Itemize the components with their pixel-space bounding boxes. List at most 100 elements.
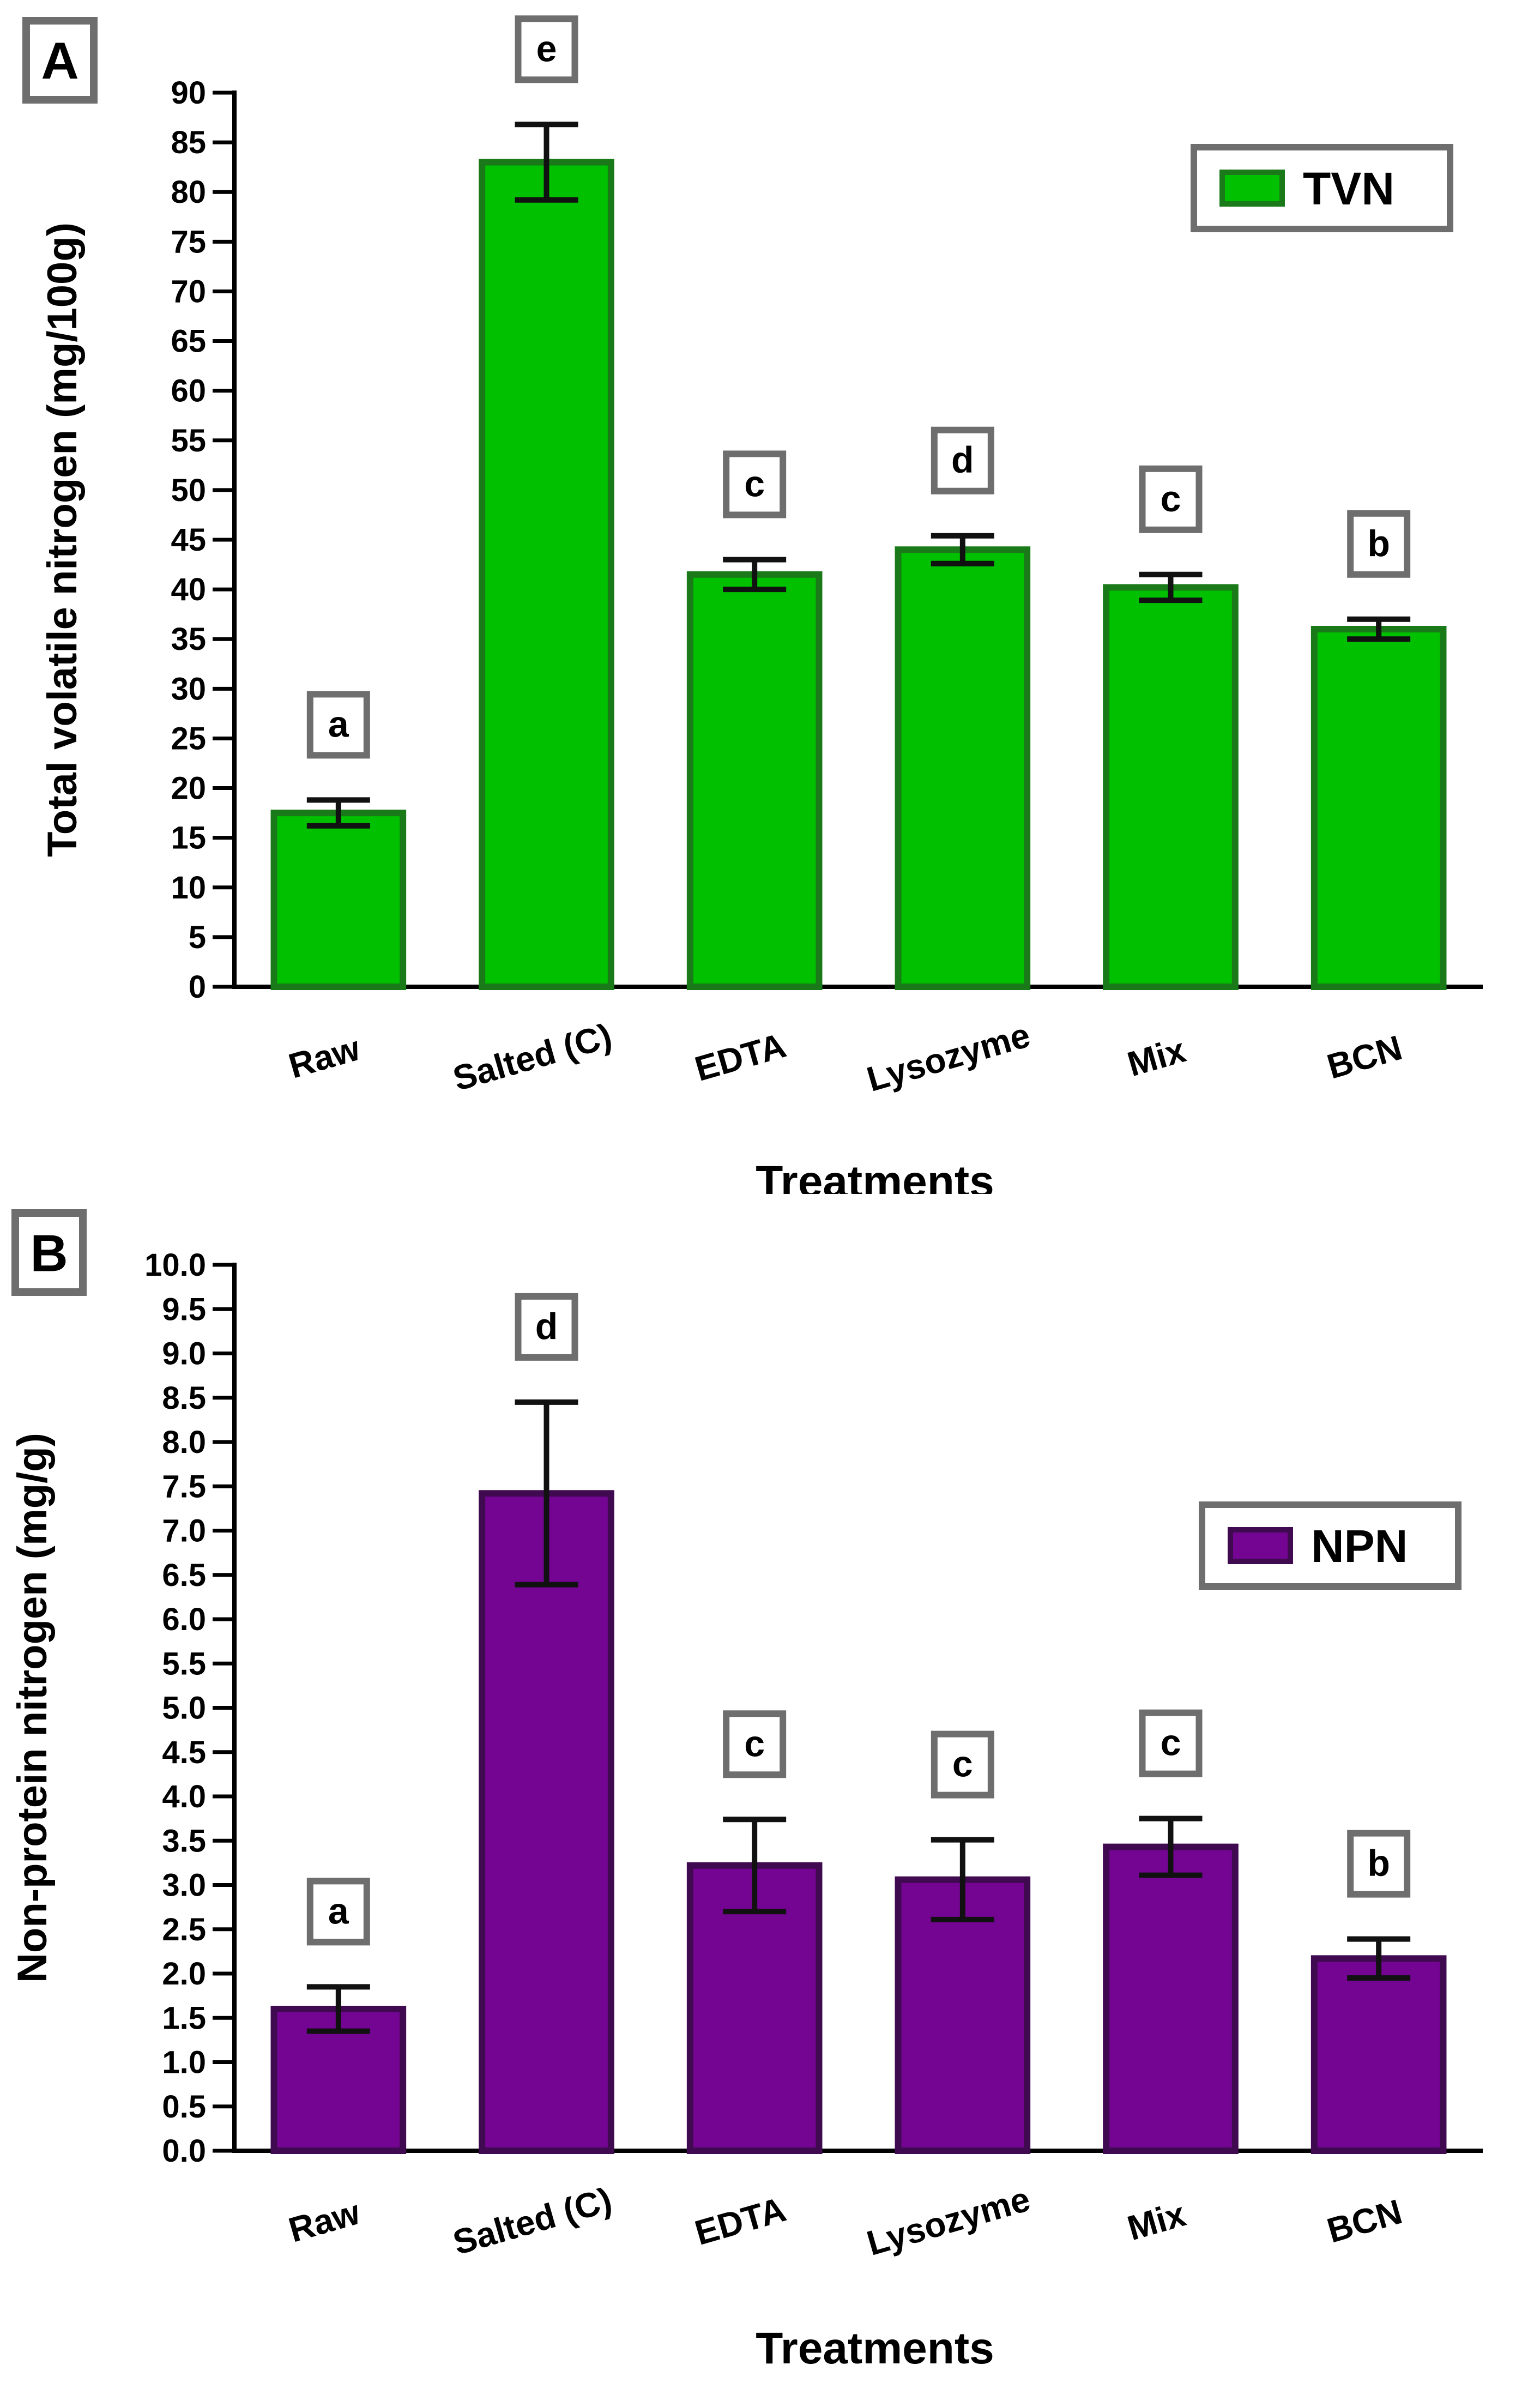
bar [686,571,823,991]
bar [479,1490,614,2154]
y-tick-label: 80 [171,174,206,210]
category-label: BCN [1323,2192,1406,2250]
y-tick-label: 60 [171,373,206,409]
x-axis-title: Treatments [756,2324,994,2373]
y-tick-label: 75 [171,224,206,260]
y-tick-label: 50 [171,473,206,508]
chart-tvn: A 0 5 10 15 20 25 30 35 40 45 50 55 60 65 70 75 80 85 90 Tot… [22,15,1483,1194]
y-tick-label: 65 [171,324,206,359]
y-tick-label: 4.0 [162,1779,206,1814]
y-tick-label: 7.0 [162,1513,206,1549]
significance-letter: a [328,1890,349,1932]
category-label: BCN [1323,1028,1406,1086]
bar [1103,1843,1239,2154]
y-tick-label: 0.0 [162,2133,206,2169]
y-tick-label: 0 [189,969,206,1005]
bar [270,810,407,990]
y-tick-label: 6.5 [162,1558,206,1593]
y-tick-label: 55 [171,423,206,459]
y-tick-label: 45 [171,522,206,558]
y-tick-label: 90 [171,75,206,111]
y-tick-label: 25 [171,721,206,756]
panel-letter: B [30,1224,68,1283]
y-tick-label: 10 [171,870,206,906]
panel-letter-box [22,17,98,104]
category-label: Lysozyme [862,2179,1034,2263]
category-label: Salted (C) [449,1016,616,1099]
y-tick-label: 40 [171,572,206,607]
significance-letter: d [951,439,974,481]
y-tick-label: 2.5 [162,1912,206,1947]
x-axis-title: Treatments [756,1157,994,1194]
significance-letter: c [1161,478,1181,520]
y-tick-label: 3.0 [162,1868,206,1903]
significance-box [1347,1830,1411,1898]
y-axis-title: Non-protein nitrogen (mg/g) [9,1433,56,1983]
significance-box [1347,510,1411,578]
y-tick-label: 5.0 [162,1691,206,1726]
bar [1310,1955,1447,2154]
legend-label: NPN [1311,1521,1408,1572]
y-tick-label: 70 [171,274,206,309]
y-tick-label: 6.0 [162,1602,206,1637]
chart-npn: B 0.0 0.5 1.0 1.5 2.0 2.5 3.0 3.5 4.0 4.5 5.0 5.5 6.0… [9,1209,1483,2373]
significance-box [931,1730,994,1799]
bar [1103,584,1239,990]
y-tick-label: 8.5 [162,1380,206,1416]
category-label: Raw [285,1028,365,1086]
panel-letter: A [41,32,78,91]
category-label: Lysozyme [862,1015,1034,1099]
category-label: Mix [1123,1030,1190,1084]
legend-swatch [1228,1527,1293,1564]
significance-box [306,1878,370,1946]
significance-box [1139,465,1203,533]
significance-box [306,691,370,759]
y-tick-label: 15 [171,821,206,856]
category-label: EDTA [691,1025,790,1089]
category-label: EDTA [691,2189,790,2253]
bar [1310,626,1447,990]
bar [479,159,614,990]
y-tick-label: 0.5 [162,2089,206,2125]
y-tick-label: 8.0 [162,1425,206,1460]
significance-box [723,1710,787,1778]
panel-letter-box [11,1209,87,1296]
y-tick-label: 4.5 [162,1735,206,1770]
significance-letter: e [536,28,557,69]
bar [895,1876,1031,2154]
significance-letter: a [328,703,349,745]
significance-box [723,450,787,518]
y-tick-label: 9.5 [162,1292,206,1327]
significance-box [515,15,578,83]
significance-letter: b [1367,523,1390,564]
y-tick-label: 5 [189,920,206,955]
significance-letter: c [952,1744,973,1785]
y-tick-label: 1.0 [162,2045,206,2080]
y-tick-label: 20 [171,771,206,806]
y-axis-title: Total volatile nitrogen (mg/100g) [39,222,86,857]
category-label: Salted (C) [449,2180,616,2263]
y-tick-label: 2.0 [162,1956,206,1992]
category-label: Mix [1123,2194,1190,2248]
y-tick-label: 35 [171,622,206,657]
legend-swatch [1219,170,1285,207]
y-tick-label: 9.0 [162,1336,206,1372]
y-tick-label: 10.0 [144,1247,206,1283]
significance-letter: b [1367,1843,1390,1884]
y-tick-label: 5.5 [162,1646,206,1681]
bar [895,546,1031,990]
significance-letter: c [744,463,765,504]
significance-letter: c [1161,1722,1181,1764]
legend-label: TVN [1303,163,1394,214]
y-tick-label: 1.5 [162,2000,206,2036]
significance-box [931,426,994,494]
y-tick-label: 3.5 [162,1823,206,1859]
significance-box [1139,1709,1203,1777]
significance-box [515,1293,578,1361]
y-tick-label: 85 [171,125,206,160]
significance-letter: c [744,1723,765,1764]
y-tick-label: 30 [171,671,206,707]
category-label: Raw [285,2192,365,2250]
significance-letter: d [535,1306,558,1347]
y-tick-label: 7.5 [162,1469,206,1504]
